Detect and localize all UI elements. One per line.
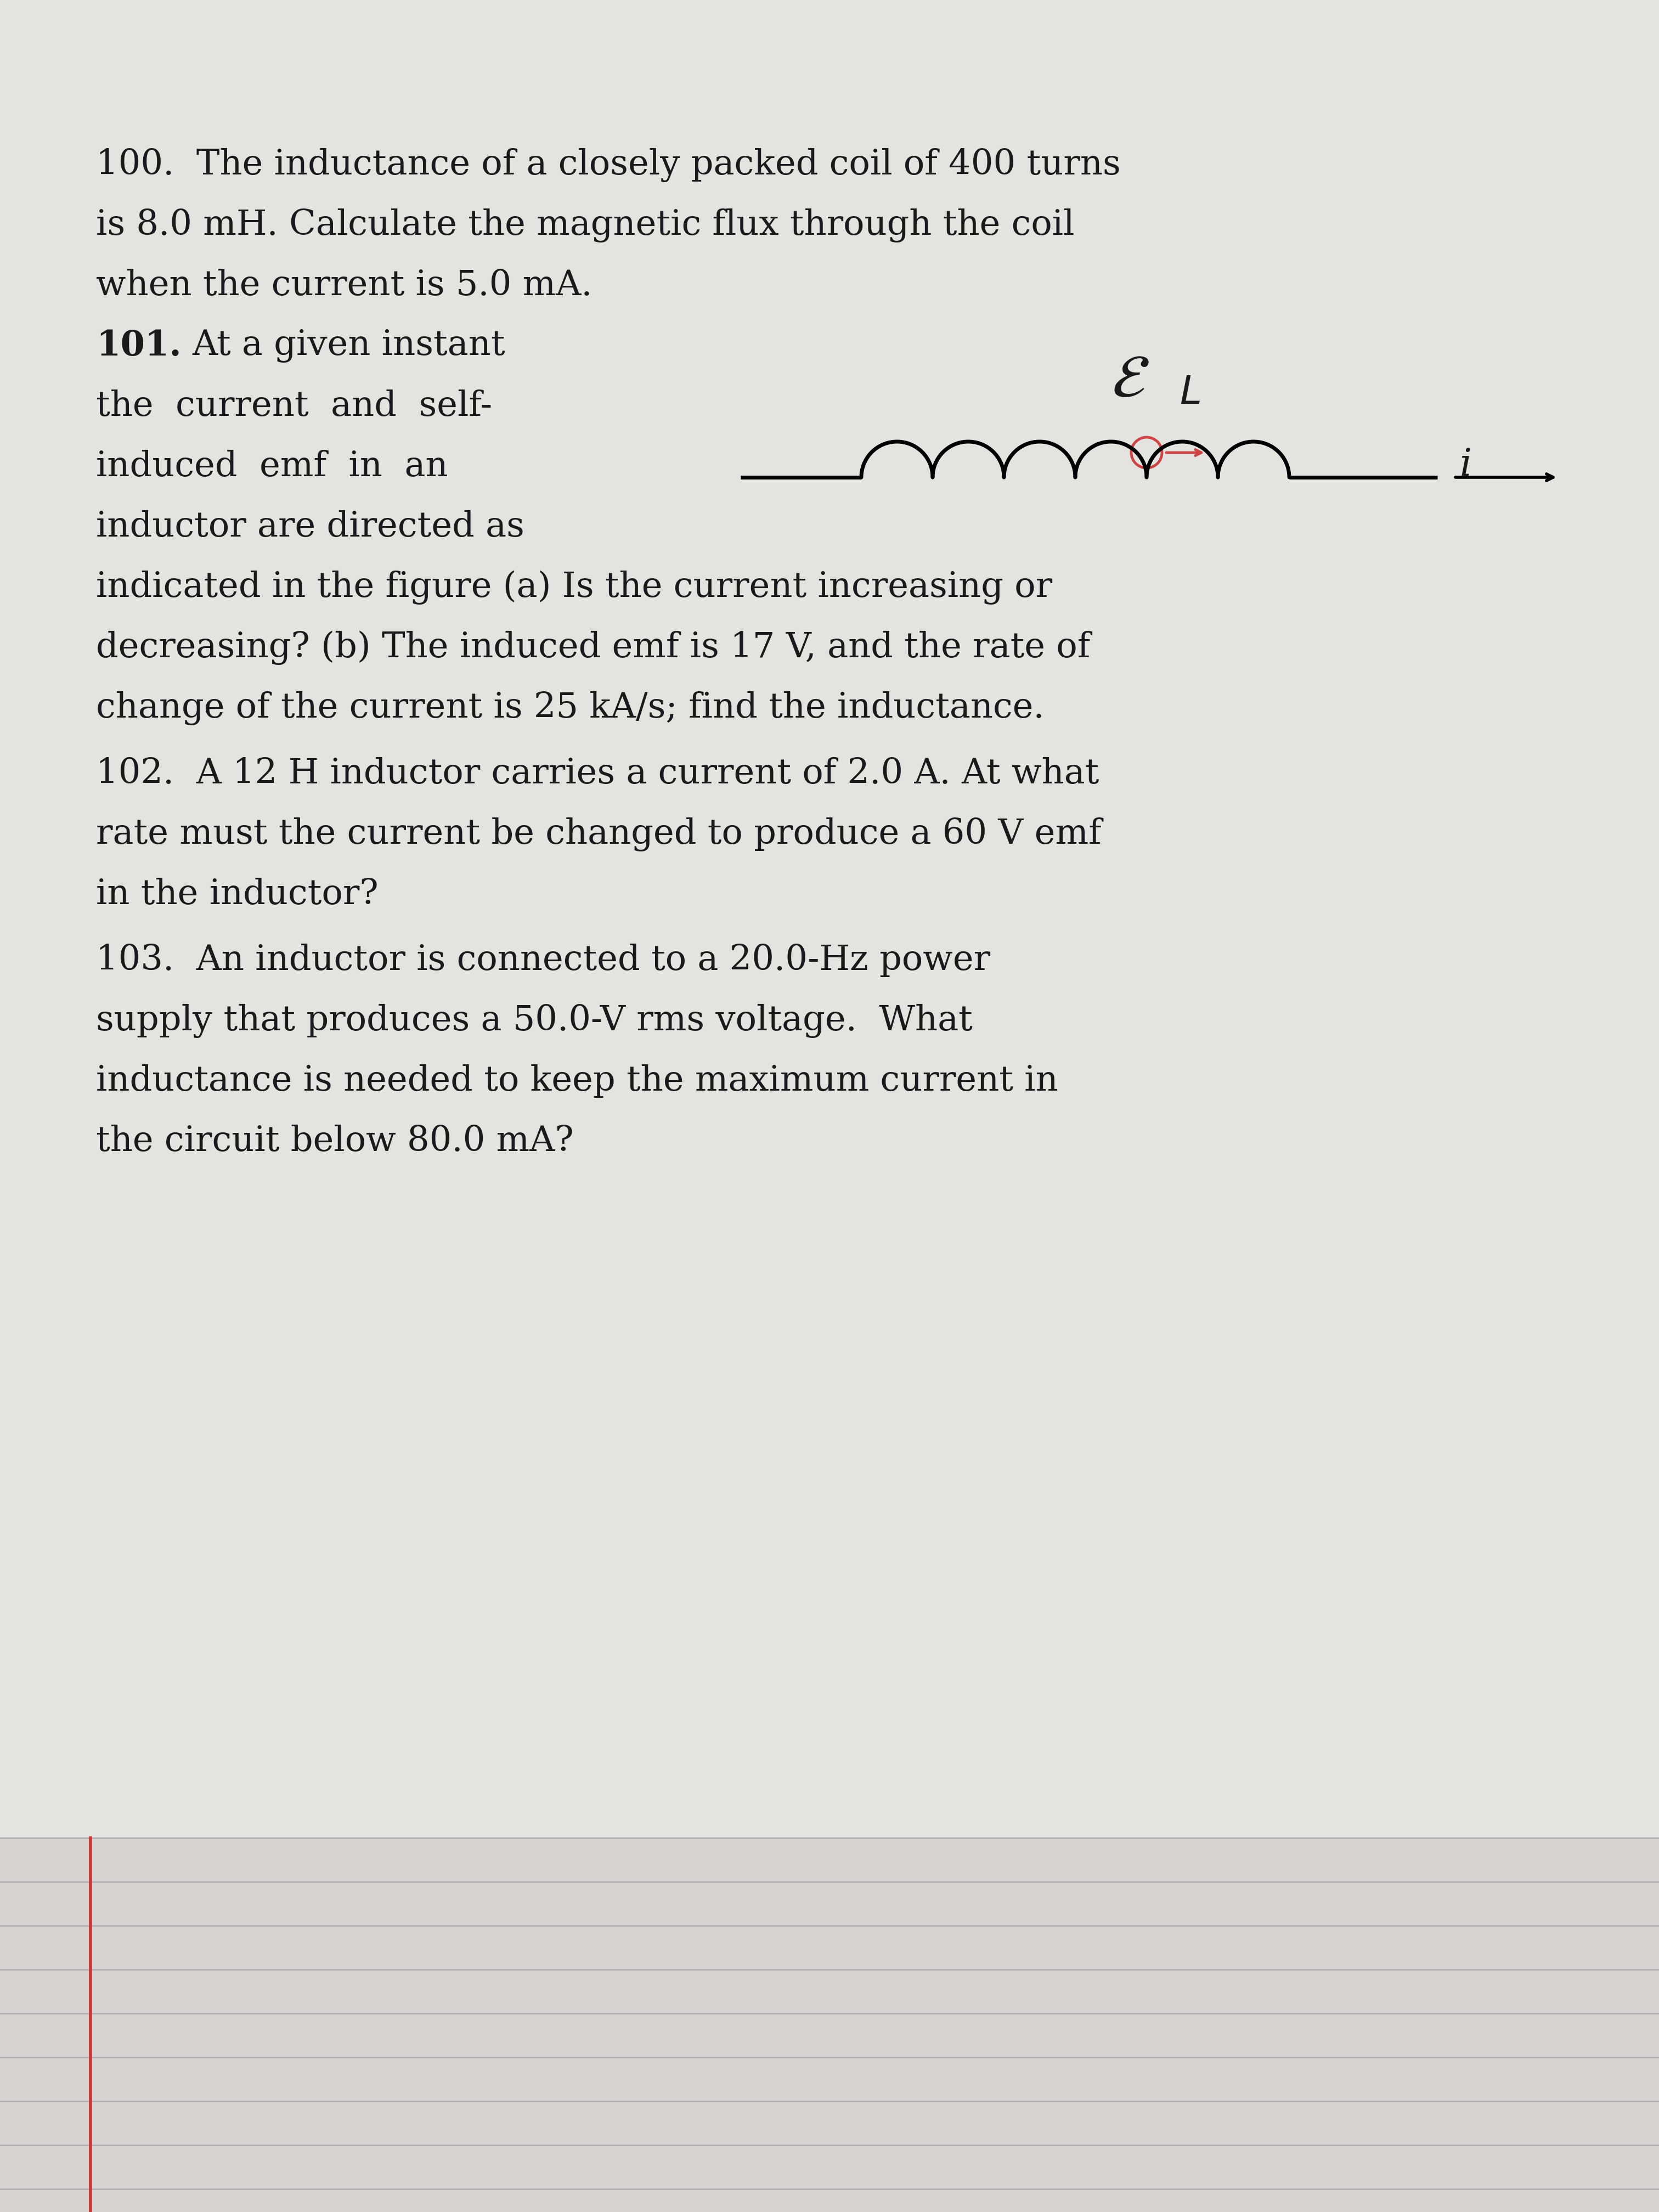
Bar xyxy=(0,1838,1659,2212)
Text: rate must the current be changed to produce a 60 V emf: rate must the current be changed to prod… xyxy=(96,818,1102,852)
Text: 101.: 101. xyxy=(96,330,181,363)
Text: At a given instant: At a given instant xyxy=(192,330,504,363)
Text: $L$: $L$ xyxy=(1180,374,1201,411)
Text: change of the current is 25 kA/s; find the inductance.: change of the current is 25 kA/s; find t… xyxy=(96,690,1045,726)
Text: $\mathcal{E}$: $\mathcal{E}$ xyxy=(1112,352,1150,409)
Text: indicated in the figure (a) Is the current increasing or: indicated in the figure (a) Is the curre… xyxy=(96,571,1052,604)
Text: 100.  The inductance of a closely packed coil of 400 turns: 100. The inductance of a closely packed … xyxy=(96,148,1121,181)
Text: decreasing? (b) The induced emf is 17 V, and the rate of: decreasing? (b) The induced emf is 17 V,… xyxy=(96,630,1090,666)
Text: when the current is 5.0 mA.: when the current is 5.0 mA. xyxy=(96,270,592,303)
Text: in the inductor?: in the inductor? xyxy=(96,878,378,911)
Text: inductor are directed as: inductor are directed as xyxy=(96,511,524,544)
Text: 103.  An inductor is connected to a 20.0-Hz power: 103. An inductor is connected to a 20.0-… xyxy=(96,945,990,978)
Text: 102.  A 12 H inductor carries a current of 2.0 A. At what: 102. A 12 H inductor carries a current o… xyxy=(96,757,1100,790)
Text: supply that produces a 50.0-V rms voltage.  What: supply that produces a 50.0-V rms voltag… xyxy=(96,1004,972,1037)
Text: inductance is needed to keep the maximum current in: inductance is needed to keep the maximum… xyxy=(96,1064,1058,1097)
Text: the circuit below 80.0 mA?: the circuit below 80.0 mA? xyxy=(96,1124,574,1159)
Text: i: i xyxy=(1460,447,1472,484)
Text: the  current  and  self-: the current and self- xyxy=(96,389,493,422)
Text: induced  emf  in  an: induced emf in an xyxy=(96,449,448,484)
Text: is 8.0 mH. Calculate the magnetic flux through the coil: is 8.0 mH. Calculate the magnetic flux t… xyxy=(96,208,1075,243)
